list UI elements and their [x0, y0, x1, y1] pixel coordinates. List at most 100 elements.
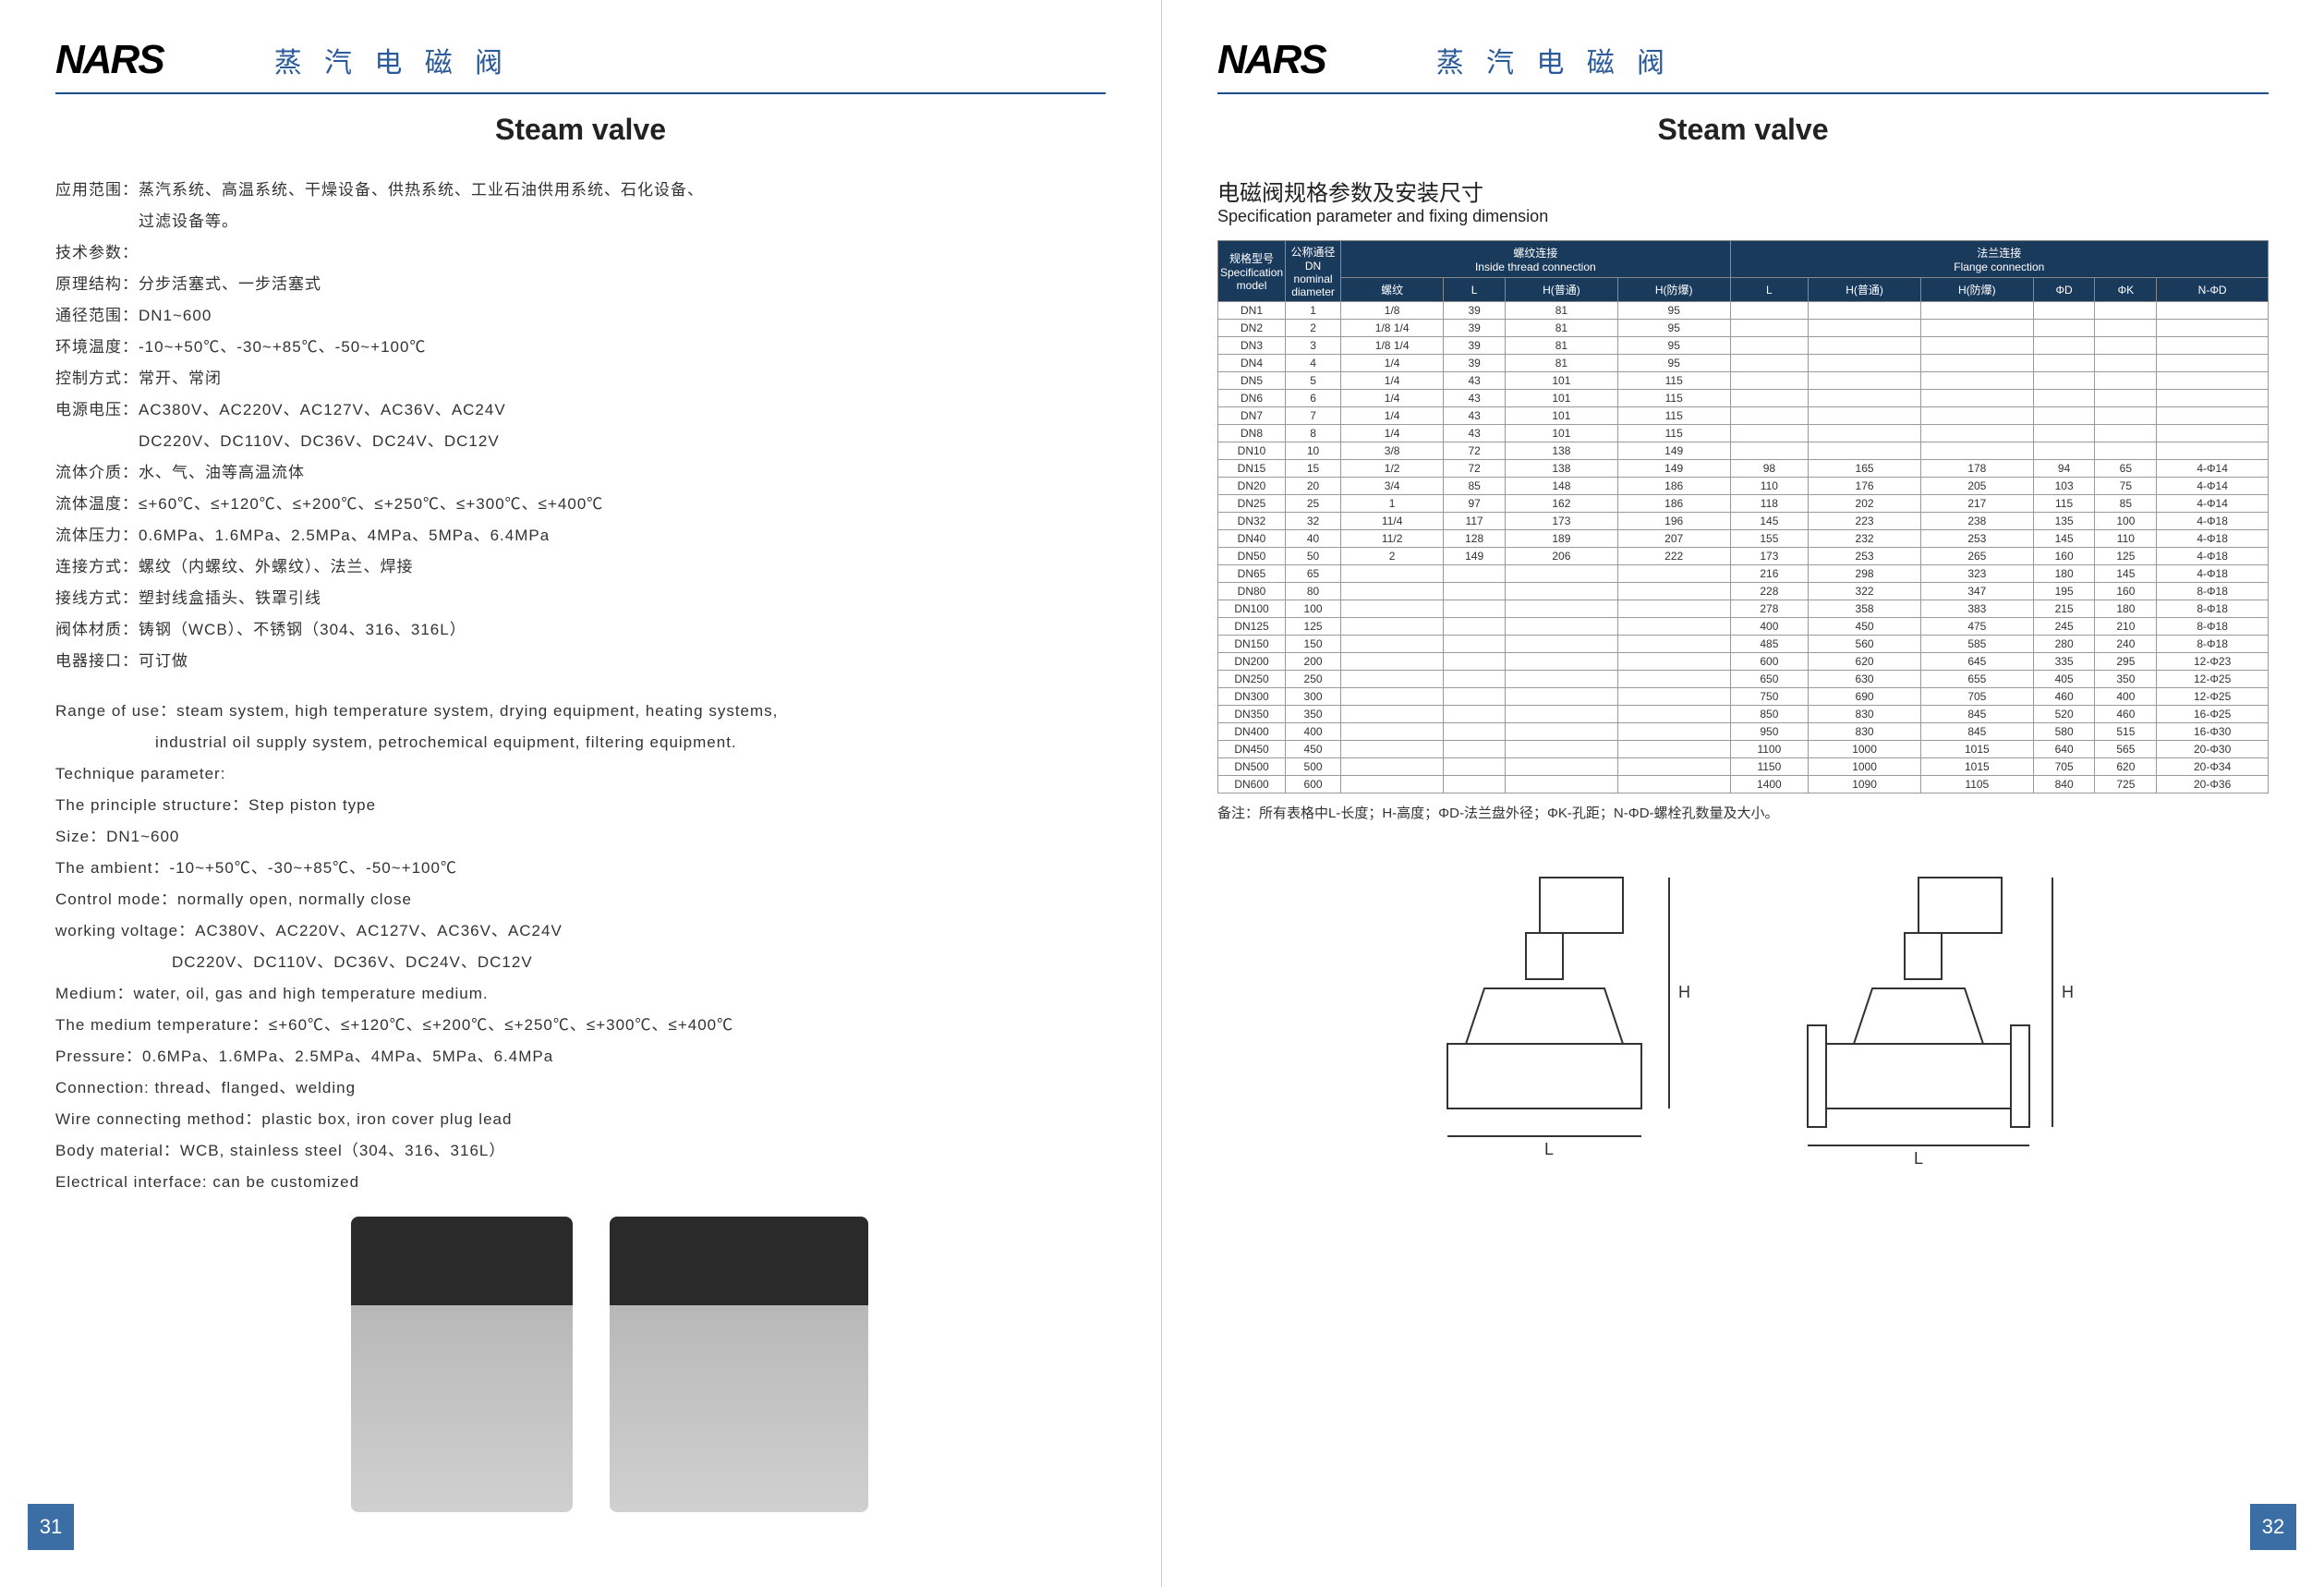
table-cell	[1341, 618, 1444, 636]
table-cell: 450	[1809, 618, 1921, 636]
spec-line: 电器接口：可订做	[55, 646, 1106, 677]
table-cell: 100	[1286, 600, 1341, 618]
table-cell: 322	[1809, 583, 1921, 600]
table-cell: DN500	[1218, 758, 1286, 776]
table-cell: 215	[2033, 600, 2095, 618]
spec-line: 电源电压：AC380V、AC220V、AC127V、AC36V、AC24V	[55, 394, 1106, 426]
spec-line: The medium temperature：≤+60℃、≤+120℃、≤+20…	[55, 1010, 1106, 1041]
table-cell: 81	[1506, 320, 1618, 337]
table-cell: 600	[1286, 776, 1341, 794]
table-cell	[1506, 776, 1618, 794]
table-cell: 110	[1730, 478, 1809, 495]
table-cell: 81	[1506, 302, 1618, 320]
table-cell: DN300	[1218, 688, 1286, 706]
table-cell	[1444, 723, 1506, 741]
table-cell	[2095, 355, 2157, 372]
table-cell: 20	[1286, 478, 1341, 495]
table-cell: 840	[2033, 776, 2095, 794]
svg-text:L: L	[1914, 1149, 1923, 1168]
table-cell	[1809, 355, 1921, 372]
table-cell: 80	[1286, 583, 1341, 600]
table-row: DN20203/485148186110176205103754-Φ14	[1218, 478, 2269, 495]
table-cell: 1/4	[1341, 355, 1444, 372]
table-cell: 115	[1617, 425, 1730, 442]
table-cell: 11/4	[1341, 513, 1444, 530]
table-cell: 150	[1286, 636, 1341, 653]
th-model: 规格型号 Specification model	[1218, 241, 1286, 302]
table-cell: 217	[1920, 495, 2033, 513]
th-sub: H(防爆)	[1617, 278, 1730, 302]
table-cell	[1809, 302, 1921, 320]
table-cell: 4-Φ18	[2157, 565, 2269, 583]
spec-line: DC220V、DC110V、DC36V、DC24V、DC12V	[55, 426, 1106, 457]
table-cell	[1920, 337, 2033, 355]
table-cell	[1617, 583, 1730, 600]
table-cell: 101	[1506, 390, 1618, 407]
page-header: NARS 蒸 汽 电 磁 阀	[1217, 37, 2269, 94]
table-cell	[1809, 320, 1921, 337]
table-cell: 149	[1617, 442, 1730, 460]
table-cell	[1809, 425, 1921, 442]
table-cell	[1444, 706, 1506, 723]
th-sub: H(普通)	[1506, 278, 1618, 302]
table-cell: 200	[1286, 653, 1341, 671]
table-cell: 98	[1730, 460, 1809, 478]
table-row: DN221/8 1/4398195	[1218, 320, 2269, 337]
table-cell: 39	[1444, 320, 1506, 337]
table-cell: DN5	[1218, 372, 1286, 390]
table-cell: 1400	[1730, 776, 1809, 794]
spec-line: 阀体材质：铸钢（WCB）、不锈钢（304、316、316L）	[55, 614, 1106, 646]
table-cell: 8-Φ18	[2157, 583, 2269, 600]
table-cell	[1617, 688, 1730, 706]
svg-text:H: H	[2062, 983, 2074, 1001]
table-cell: 125	[1286, 618, 1341, 636]
table-cell	[1506, 688, 1618, 706]
table-cell	[2157, 302, 2269, 320]
table-cell: 216	[1730, 565, 1809, 583]
table-cell	[1506, 565, 1618, 583]
table-cell	[2095, 390, 2157, 407]
table-cell: 94	[2033, 460, 2095, 478]
table-cell: 160	[2095, 583, 2157, 600]
table-cell: 186	[1617, 495, 1730, 513]
table-cell: 81	[1506, 337, 1618, 355]
table-cell: 195	[2033, 583, 2095, 600]
table-cell: 15	[1286, 460, 1341, 478]
spec-line: Size：DN1~600	[55, 821, 1106, 853]
table-cell: 25	[1286, 495, 1341, 513]
th-sub: 螺纹	[1341, 278, 1444, 302]
table-cell	[2033, 337, 2095, 355]
table-cell	[1341, 565, 1444, 583]
table-cell: 65	[2095, 460, 2157, 478]
table-cell	[2095, 337, 2157, 355]
table-cell: 180	[2095, 600, 2157, 618]
table-row: DN2525197162186118202217115854-Φ14	[1218, 495, 2269, 513]
spec-line: 通径范围：DN1~600	[55, 300, 1106, 332]
table-cell: 2	[1341, 548, 1444, 565]
table-cell	[2033, 355, 2095, 372]
table-cell	[1506, 653, 1618, 671]
table-cell	[1506, 600, 1618, 618]
table-cell: 400	[2095, 688, 2157, 706]
spec-line: 过滤设备等。	[55, 206, 1106, 237]
table-cell: DN400	[1218, 723, 1286, 741]
table-cell: 162	[1506, 495, 1618, 513]
table-cell: 145	[2033, 530, 2095, 548]
table-cell: 189	[1506, 530, 1618, 548]
table-cell	[2157, 355, 2269, 372]
table-cell	[1341, 653, 1444, 671]
table-cell: 2	[1286, 320, 1341, 337]
table-cell: 250	[1286, 671, 1341, 688]
table-cell	[2095, 372, 2157, 390]
table-cell: 145	[2095, 565, 2157, 583]
table-row: DN30030075069070546040012-Φ25	[1218, 688, 2269, 706]
table-cell: DN600	[1218, 776, 1286, 794]
table-cell: 186	[1617, 478, 1730, 495]
table-cell: 1/8	[1341, 302, 1444, 320]
table-cell	[1730, 390, 1809, 407]
table-cell	[1444, 758, 1506, 776]
table-cell: 72	[1444, 460, 1506, 478]
table-cell	[2033, 302, 2095, 320]
flange-valve-diagram: L H	[1780, 859, 2076, 1173]
spec-line: DC220V、DC110V、DC36V、DC24V、DC12V	[55, 947, 1106, 978]
